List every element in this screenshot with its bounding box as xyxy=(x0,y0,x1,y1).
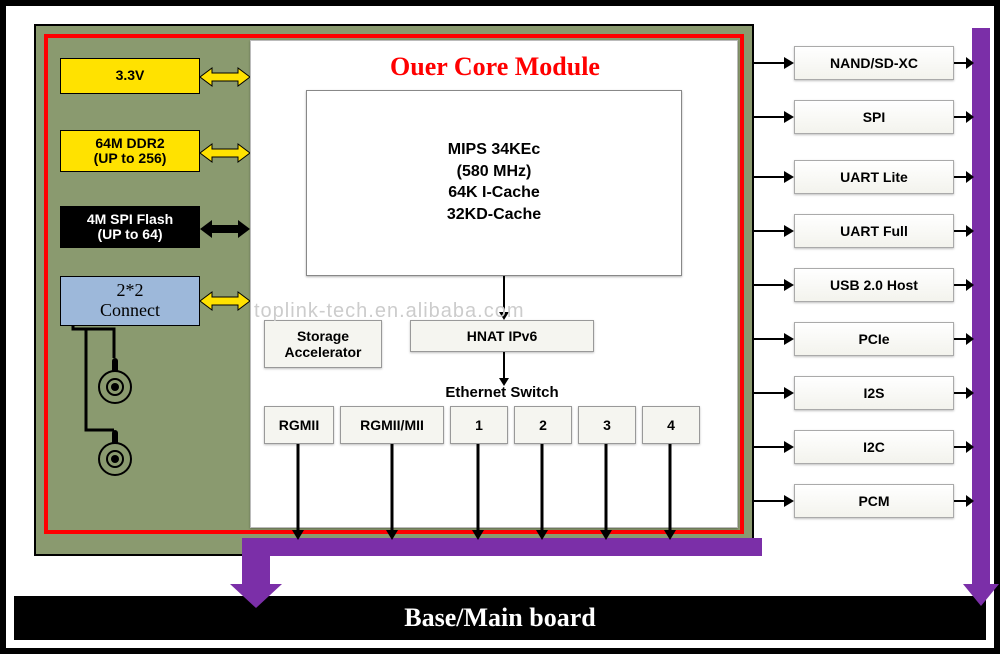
switch-port: RGMII/MII xyxy=(340,406,444,444)
periph-in-arrow xyxy=(754,276,794,294)
diagram-inner: Ouer Core Module MIPS 34KEc (580 MHz) 64… xyxy=(14,14,986,596)
periph-out-arrow xyxy=(954,108,974,126)
ethernet-switch-row: RGMII RGMII/MII 1 2 3 4 xyxy=(264,406,700,444)
ethernet-switch-label: Ethernet Switch xyxy=(410,384,594,401)
cpu-line: MIPS 34KEc xyxy=(307,139,681,161)
cpu-line: 64K I-Cache xyxy=(307,182,681,204)
spi-flash-block: 4M SPI Flash(UP to 64) xyxy=(60,206,200,248)
ddr-block: 64M DDR2(UP to 256) xyxy=(60,130,200,172)
peripheral-i2s: I2S xyxy=(794,376,954,410)
bottom-bus-horizontal xyxy=(242,538,762,556)
periph-out-arrow xyxy=(954,222,974,240)
label: 2*2 xyxy=(117,280,144,300)
label: 4M SPI Flash xyxy=(87,211,173,227)
storage-accelerator-block: Storage Accelerator xyxy=(264,320,382,368)
periph-out-arrow xyxy=(954,492,974,510)
switch-port: 4 xyxy=(642,406,700,444)
label: Accelerator xyxy=(284,344,361,360)
module-title: Ouer Core Module xyxy=(280,52,710,82)
peripheral-spi: SPI xyxy=(794,100,954,134)
periph-in-arrow xyxy=(754,492,794,510)
periph-in-arrow xyxy=(754,330,794,348)
cpu-line: 32KD-Cache xyxy=(307,204,681,226)
label: Connect xyxy=(100,300,160,320)
periph-out-arrow xyxy=(954,276,974,294)
bottom-bus-vertical xyxy=(242,538,270,588)
periph-in-arrow xyxy=(754,438,794,456)
periph-out-arrow xyxy=(954,168,974,186)
diagram-canvas: Ouer Core Module MIPS 34KEc (580 MHz) 64… xyxy=(0,0,1000,654)
switch-port: 3 xyxy=(578,406,636,444)
antenna-icon xyxy=(98,370,132,404)
peripheral-pcie: PCIe xyxy=(794,322,954,356)
peripheral-i2c: I2C xyxy=(794,430,954,464)
right-bus-vertical xyxy=(972,28,990,588)
connect-block: 2*2Connect xyxy=(60,276,200,326)
baseboard-label: Base/Main board xyxy=(14,596,986,640)
periph-in-arrow xyxy=(754,108,794,126)
label: 64M DDR2 xyxy=(95,135,164,151)
periph-out-arrow xyxy=(954,54,974,72)
periph-out-arrow xyxy=(954,384,974,402)
label: (UP to 64) xyxy=(97,226,162,242)
peripheral-nand: NAND/SD-XC xyxy=(794,46,954,80)
antenna-icon xyxy=(98,442,132,476)
periph-out-arrow xyxy=(954,330,974,348)
periph-in-arrow xyxy=(754,168,794,186)
switch-port: 2 xyxy=(514,406,572,444)
hnat-block: HNAT IPv6 xyxy=(410,320,594,352)
peripheral-pcm: PCM xyxy=(794,484,954,518)
periph-in-arrow xyxy=(754,384,794,402)
peripheral-usb: USB 2.0 Host xyxy=(794,268,954,302)
switch-port: RGMII xyxy=(264,406,334,444)
label: Storage xyxy=(297,328,349,344)
periph-out-arrow xyxy=(954,438,974,456)
cpu-line: (580 MHz) xyxy=(307,161,681,183)
label: (UP to 256) xyxy=(94,150,167,166)
cpu-block: MIPS 34KEc (580 MHz) 64K I-Cache 32KD-Ca… xyxy=(306,90,682,276)
peripheral-uart-full: UART Full xyxy=(794,214,954,248)
periph-in-arrow xyxy=(754,222,794,240)
periph-in-arrow xyxy=(754,54,794,72)
switch-port: 1 xyxy=(450,406,508,444)
peripheral-uart-lite: UART Lite xyxy=(794,160,954,194)
power-3v3-block: 3.3V xyxy=(60,58,200,94)
